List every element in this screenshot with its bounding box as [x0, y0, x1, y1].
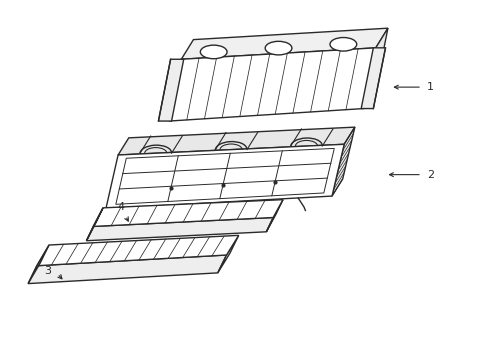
Ellipse shape	[264, 41, 291, 55]
Polygon shape	[266, 200, 283, 232]
Polygon shape	[28, 245, 49, 284]
Polygon shape	[331, 127, 354, 196]
Text: 3: 3	[44, 266, 51, 276]
Polygon shape	[93, 200, 283, 226]
Polygon shape	[217, 235, 238, 273]
Text: 2: 2	[426, 170, 433, 180]
Polygon shape	[363, 28, 387, 109]
Polygon shape	[106, 144, 344, 208]
Polygon shape	[86, 208, 103, 241]
Text: 1: 1	[426, 82, 433, 92]
Polygon shape	[181, 28, 387, 59]
Text: 4: 4	[117, 202, 124, 212]
Ellipse shape	[200, 45, 226, 59]
Polygon shape	[86, 217, 273, 241]
Polygon shape	[169, 48, 375, 121]
Polygon shape	[158, 59, 183, 121]
Polygon shape	[361, 48, 385, 109]
Polygon shape	[28, 255, 226, 284]
Polygon shape	[118, 127, 354, 155]
Ellipse shape	[329, 37, 356, 51]
Polygon shape	[37, 235, 238, 266]
